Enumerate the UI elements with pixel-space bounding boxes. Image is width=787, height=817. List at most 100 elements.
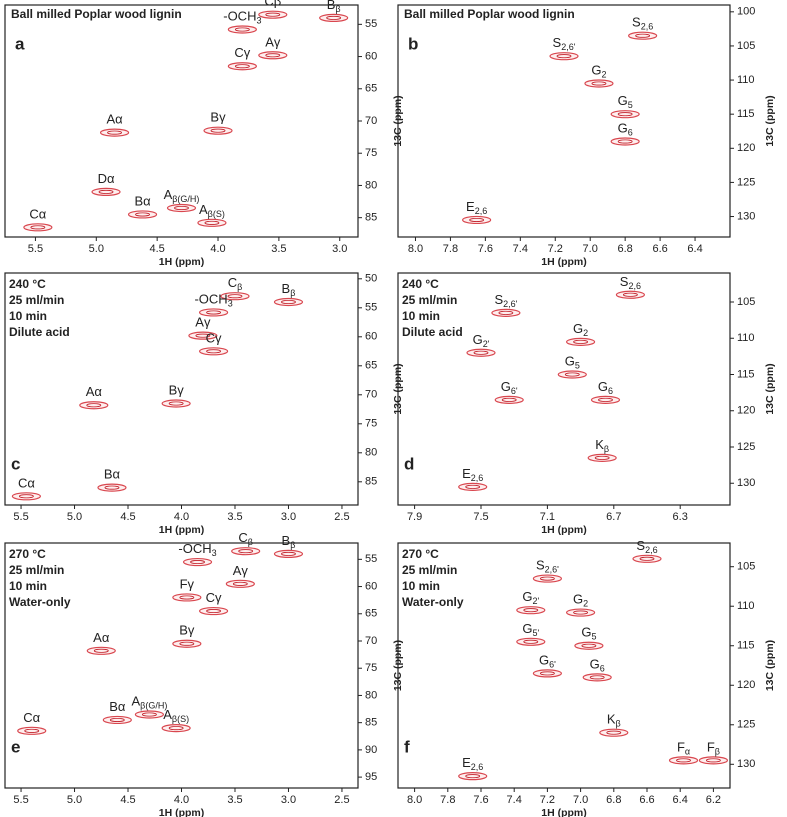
peak-label-sub: 2,6 bbox=[628, 281, 641, 291]
contour-peak bbox=[11, 492, 41, 501]
peak-label: G2 bbox=[591, 63, 606, 80]
y-tick-label: 60 bbox=[365, 331, 377, 343]
contour-peak-core bbox=[86, 403, 102, 408]
contour-peak-core bbox=[238, 549, 254, 554]
peak-label: G6' bbox=[539, 653, 556, 670]
peak-label: Cα bbox=[18, 476, 35, 491]
peak-label: -OCH3 bbox=[178, 541, 216, 558]
contour-peak bbox=[273, 297, 304, 307]
contour-peak-core bbox=[232, 581, 248, 586]
y-tick-label: 85 bbox=[365, 476, 377, 488]
peak-label-sub: β bbox=[335, 4, 340, 14]
y-tick-label: 125 bbox=[737, 176, 755, 188]
y-tick-label: 115 bbox=[737, 368, 755, 380]
peak-label-sub: β bbox=[604, 444, 609, 454]
peak-label-main: G bbox=[573, 321, 583, 336]
contour-peak-core bbox=[234, 27, 250, 32]
panel-title: 240 °C bbox=[9, 277, 46, 291]
peak-label: E2,6 bbox=[462, 466, 483, 483]
y-tick-label: 125 bbox=[737, 441, 755, 453]
peak-label: Aβ(S) bbox=[163, 708, 189, 725]
peak-label-sub: 2,6 bbox=[475, 206, 488, 216]
x-tick-label: 4.5 bbox=[120, 511, 135, 523]
contour-peak-core bbox=[473, 350, 489, 355]
contour-peak-core bbox=[179, 595, 195, 600]
peak-label: Aβ(G/H) bbox=[131, 694, 167, 711]
peak-label: G2' bbox=[522, 590, 539, 607]
panel: 5.5 5.0 4.5 4.0 3.5 3.0 2.5 55 60 65 70 75 80 85 90 95 1… bbox=[4, 531, 404, 817]
peak-label: Aβ(G/H) bbox=[164, 187, 200, 204]
peak-label-main: G bbox=[573, 592, 583, 607]
peak-label-main: Cγ bbox=[234, 46, 250, 61]
peak-label-main: -OCH bbox=[194, 292, 227, 307]
peak-label: G5 bbox=[618, 94, 633, 111]
y-tick-label: 110 bbox=[737, 332, 755, 344]
contour-peak bbox=[491, 308, 521, 317]
contour-peak bbox=[587, 453, 617, 462]
peak-label-sub: 5 bbox=[628, 101, 633, 111]
peak-label: G2 bbox=[573, 592, 588, 609]
peak-label-main: S bbox=[636, 538, 645, 553]
y-tick-label: 90 bbox=[365, 744, 377, 756]
y-tick-label: 65 bbox=[365, 83, 377, 95]
condition: 10 min bbox=[402, 579, 440, 593]
contour-peak-core bbox=[210, 128, 226, 133]
x-tick-label: 7.1 bbox=[540, 511, 555, 523]
x-tick-label: 6.4 bbox=[687, 243, 702, 255]
x-tick-label: 6.4 bbox=[673, 794, 688, 806]
panel-letter: e bbox=[11, 737, 20, 756]
peak-label-main: Bγ bbox=[210, 110, 226, 125]
x-tick-label: 4.5 bbox=[120, 794, 135, 806]
peak-label-main: Cα bbox=[23, 710, 40, 725]
contour-peak bbox=[458, 482, 488, 491]
peak-label: S2,6 bbox=[620, 274, 641, 291]
contour-peak bbox=[227, 62, 257, 71]
peak-label: Bγ bbox=[210, 110, 226, 125]
x-tick-label: 7.6 bbox=[478, 243, 493, 255]
condition: Water-only bbox=[402, 595, 464, 609]
peak-label: Cγ bbox=[206, 590, 222, 605]
panel-letter: f bbox=[404, 737, 410, 756]
contour-peak-core bbox=[93, 648, 109, 653]
peak-label-sub: β bbox=[616, 719, 621, 729]
y-tick-label: 55 bbox=[365, 553, 377, 565]
condition: Dilute acid bbox=[9, 325, 70, 339]
contour-peak bbox=[582, 673, 612, 682]
peak-label-sub: β(S) bbox=[172, 714, 189, 724]
x-tick-label: 3.0 bbox=[332, 243, 347, 255]
x-tick-label: 5.0 bbox=[89, 243, 104, 255]
contour-peak-core bbox=[540, 576, 555, 581]
contour-peak bbox=[532, 669, 563, 678]
peak-label: Cα bbox=[29, 207, 46, 222]
peak-label: Cβ bbox=[264, 0, 281, 9]
x-tick-label: 5.5 bbox=[28, 243, 43, 255]
condition: 10 min bbox=[9, 309, 47, 323]
peak-label: G5 bbox=[565, 354, 580, 371]
peak-label: Aγ bbox=[265, 35, 281, 50]
peak-label-main: Bγ bbox=[169, 383, 185, 398]
contour-peak-core bbox=[617, 112, 633, 117]
panel: 7.9 7.5 7.1 6.7 6.3 105 110 115 120 125 130 1H (ppm… bbox=[397, 272, 776, 536]
condition: Dilute acid bbox=[402, 325, 463, 339]
x-tick-label: 5.5 bbox=[13, 794, 28, 806]
panel-title: 270 °C bbox=[402, 547, 439, 561]
condition: 25 ml/min bbox=[9, 563, 64, 577]
x-tick-label: 7.8 bbox=[443, 243, 458, 255]
peak-label-sub: 2,6 bbox=[645, 545, 658, 555]
peak-label: Bα bbox=[104, 467, 121, 482]
condition: Water-only bbox=[9, 595, 71, 609]
peak-label: Fα bbox=[677, 740, 690, 757]
x-tick-label: 6.6 bbox=[652, 243, 667, 255]
x-tick-label: 6.3 bbox=[673, 511, 688, 523]
peak-label-main: G bbox=[581, 625, 591, 640]
contour-peak bbox=[532, 574, 563, 583]
x-tick-label: 6.7 bbox=[606, 511, 621, 523]
peak-label-sub: 6 bbox=[600, 664, 605, 674]
x-tick-label: 5.0 bbox=[67, 511, 82, 523]
contour-peak bbox=[590, 395, 621, 404]
x-axis-label: 1H (ppm) bbox=[159, 524, 205, 536]
peak-label-main: Aα bbox=[106, 112, 123, 127]
peak-label: G6 bbox=[590, 657, 605, 674]
x-tick-label: 7.2 bbox=[540, 794, 555, 806]
